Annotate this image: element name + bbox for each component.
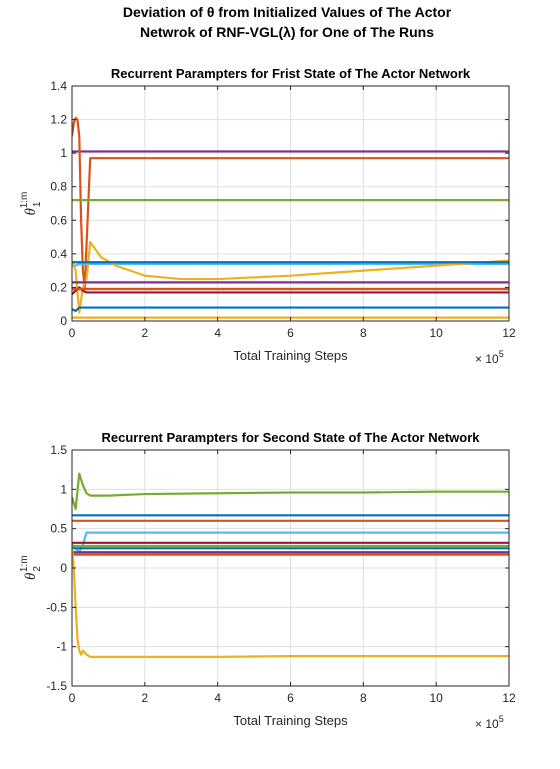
x-tick-label: 12: [502, 691, 516, 705]
y-tick-label: 1.2: [50, 113, 67, 127]
x-axis-label: Total Training Steps: [233, 348, 348, 363]
figure-title-line1: Deviation of θ from Initialized Values o…: [123, 4, 452, 20]
y-tick-label: 0.5: [50, 522, 67, 536]
x-tick-label: 10: [429, 326, 443, 340]
y-tick-label: -0.5: [46, 600, 67, 614]
figure-title-line2: Netwrok of RNF-VGL(λ) for One of The Run…: [140, 24, 434, 40]
y-tick-label: 0.6: [50, 213, 67, 227]
top-subplot: 0 2 4 6 8 10 12 0 0.2 0.4 0.6 0.8 1 1.2 1.4 Recurrent P…: [19, 66, 516, 366]
x-tick-label: 8: [360, 691, 367, 705]
x-tick-label: 6: [287, 691, 294, 705]
y-tick-label: 1: [60, 482, 67, 496]
x-tick-label: 0: [69, 691, 76, 705]
x-tick-label: 6: [287, 326, 294, 340]
x-tick-label: 12: [502, 326, 516, 340]
bottom-subplot: 0 2 4 6 8 10 12 -1.5 -1 -0.5 0 0.5 1 1.5 Recurrent Par…: [19, 430, 516, 731]
y-tick-label: 1: [60, 146, 67, 160]
y-tick-label: 1.4: [50, 79, 67, 93]
x-tick-label: 4: [214, 326, 221, 340]
x-tick-label: 10: [429, 691, 443, 705]
y-tick-label: 0: [60, 561, 67, 575]
y-tick-label: 0.2: [50, 280, 67, 294]
x-tick-label: 8: [360, 326, 367, 340]
axes-title: Recurrent Parampters for Second State of…: [101, 430, 480, 445]
y-tick-label: 0.4: [50, 247, 67, 261]
y-tick-label: 0.8: [50, 180, 67, 194]
x-tick-label: 0: [69, 326, 76, 340]
y-tick-label: 0: [60, 314, 67, 328]
y-tick-label: -1.5: [46, 679, 67, 693]
y-tick-label: -1: [56, 640, 67, 654]
x-tick-label: 2: [141, 691, 148, 705]
x-tick-label: 4: [214, 691, 221, 705]
x-axis-label: Total Training Steps: [233, 713, 348, 728]
x-axis-multiplier: × 105: [475, 349, 504, 366]
x-tick-label: 2: [141, 326, 148, 340]
axes-title: Recurrent Parampters for Frist State of …: [111, 66, 471, 81]
x-axis-multiplier: × 105: [475, 714, 504, 731]
y-tick-label: 1.5: [50, 443, 67, 457]
y-axis-label: θ11:m: [19, 192, 43, 216]
y-axis-label: θ21:m: [19, 555, 43, 580]
